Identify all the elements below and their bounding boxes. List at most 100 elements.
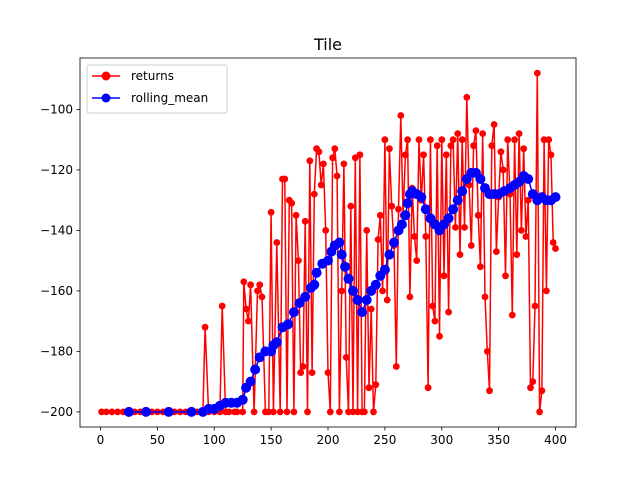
data-point-returns [481,293,489,301]
data-point-returns [522,233,530,240]
data-point-returns [299,363,307,370]
data-point-returns [102,408,110,416]
data-point-returns [331,145,339,153]
data-point-rolling-mean [443,213,454,224]
data-point-rolling-mean [348,285,358,296]
data-point-returns [404,136,411,144]
data-point-rolling-mean [448,204,459,215]
data-point-returns [273,239,281,246]
y-tick-label: −140 [40,223,73,237]
y-tick-label: −160 [40,284,73,298]
data-point-returns [336,408,343,416]
legend: returns rolling_mean [86,64,228,114]
data-point-returns [218,302,226,310]
data-point-returns [477,263,484,271]
data-point-returns [283,408,291,416]
data-point-returns [424,384,432,392]
data-point-rolling-mean [311,267,322,278]
data-point-returns [527,384,534,392]
data-point-rolling-mean [400,210,411,221]
data-point-rolling-mean [250,364,261,375]
data-point-rolling-mean [300,291,311,302]
data-point-rolling-mean [379,264,390,275]
data-point-rolling-mean [357,307,368,318]
data-point-returns [436,332,443,340]
data-point-returns [315,148,323,156]
data-point-returns [374,236,382,243]
data-point-returns [524,196,532,204]
data-point-rolling-mean [457,186,468,197]
data-point-returns [295,257,302,264]
data-point-returns [258,293,266,301]
data-point-returns [463,93,471,101]
data-point-returns [372,381,380,389]
data-point-returns [254,287,261,295]
data-point-returns [461,224,468,231]
data-point-rolling-mean [123,406,134,417]
data-point-returns [342,354,350,361]
data-point-returns [376,211,384,219]
data-point-returns [427,136,434,144]
data-point-rolling-mean [389,237,399,248]
data-point-returns [367,305,375,313]
data-point-rolling-mean [361,295,372,305]
data-point-returns [479,130,487,138]
data-point-rolling-mean [343,273,354,284]
data-point-returns [395,205,402,213]
data-point-returns [529,378,537,385]
data-point-returns [449,136,457,144]
x-tick-label: 250 [373,433,396,447]
data-point-rolling-mean [237,394,248,405]
data-point-returns [276,408,284,416]
data-point-returns [386,145,393,153]
legend-box [86,64,228,114]
data-point-returns [256,281,264,289]
data-point-returns [308,369,316,376]
data-point-rolling-mean [323,255,333,266]
data-point-returns [326,408,334,416]
data-point-returns [108,408,116,416]
data-point-returns [547,151,555,159]
data-point-returns [474,211,482,219]
x-tick-label: 350 [487,433,510,447]
data-point-returns [456,251,464,258]
data-point-returns [233,408,241,416]
data-point-returns [281,175,289,183]
data-point-returns [270,408,277,416]
data-point-returns [361,408,368,416]
data-point-returns [239,408,247,416]
data-point-rolling-mean [271,337,282,348]
data-point-returns [250,408,258,416]
data-point-returns [518,227,525,234]
x-tick-label: 100 [203,433,226,447]
data-point-rolling-mean [384,249,395,260]
data-point-rolling-mean [283,319,294,330]
data-point-returns [483,348,491,355]
data-point-returns [114,408,121,416]
data-point-returns [267,208,275,216]
data-point-returns [415,136,423,144]
data-point-returns [497,148,505,156]
chart-title: Tile [313,35,342,54]
data-point-returns [292,211,300,219]
axes: 0 50 100 150 200 250 300 350 400 −200 −180 −160 −140… [40,57,577,447]
data-point-rolling-mean [370,279,381,290]
legend-marker-returns [101,71,111,81]
data-point-returns [288,199,295,207]
data-point-returns [452,224,459,231]
data-point-returns [447,142,455,150]
y-tick-label: −120 [40,163,73,177]
data-point-returns [442,151,450,159]
data-point-returns [363,227,371,234]
data-point-returns [431,317,439,325]
x-tick-label: 150 [260,433,283,447]
data-point-returns [379,287,386,295]
data-point-returns [411,233,418,240]
series-rolling-mean [123,167,561,417]
data-point-rolling-mean [245,376,256,387]
data-point-rolling-mean [334,237,345,248]
data-point-returns [402,151,409,159]
plot-area [98,69,561,417]
data-point-returns [338,287,346,295]
data-point-rolling-mean [340,261,351,272]
